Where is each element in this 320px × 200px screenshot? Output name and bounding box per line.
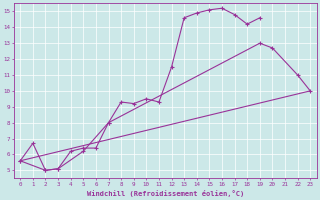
X-axis label: Windchill (Refroidissement éolien,°C): Windchill (Refroidissement éolien,°C): [87, 190, 244, 197]
